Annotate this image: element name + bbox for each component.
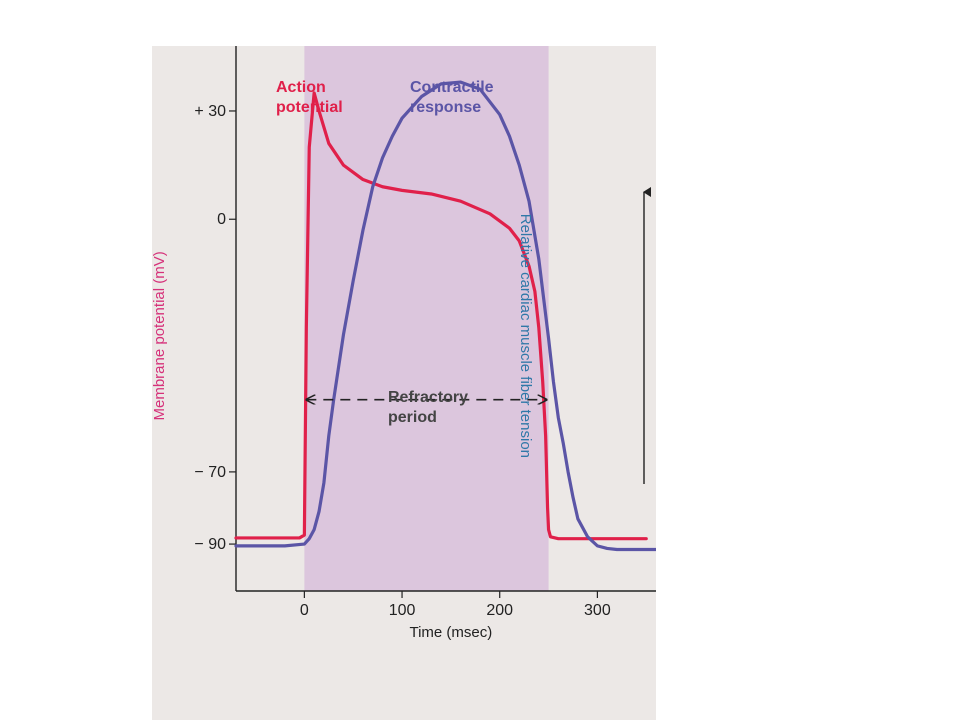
- y-axis-label: Membrane potential (mV): [151, 251, 169, 421]
- x-tick-label: 100: [389, 602, 416, 619]
- x-tick-label: 0: [300, 602, 309, 619]
- action-potential-label: Action potential: [276, 79, 343, 116]
- chart-figure: + 30 0 − 70 − 90 0 100 200 300 Time (msec) Action…: [151, 46, 656, 720]
- contractile-response-line: [234, 80, 656, 552]
- refractory-shading: [304, 46, 549, 591]
- contractile-response-label: Contractile response: [410, 79, 494, 116]
- chart-plot: + 30 0 − 70 − 90 0 100 200 300 Time (msec) Action…: [194, 46, 656, 641]
- x-tick-label: 200: [486, 602, 513, 619]
- action-potential-line: [234, 91, 648, 541]
- right-axis-label: Relative cardiac muscle fiber tension: [516, 213, 534, 459]
- refractory-period-label: Refractory period: [388, 389, 468, 426]
- x-tick-label: 300: [584, 602, 611, 619]
- x-axis-label: Time (msec): [409, 624, 492, 641]
- y-tick-label: − 70: [194, 464, 226, 481]
- y-tick-label: + 30: [194, 103, 226, 120]
- y-tick-label: − 90: [194, 536, 226, 553]
- y-tick-label: 0: [217, 211, 226, 228]
